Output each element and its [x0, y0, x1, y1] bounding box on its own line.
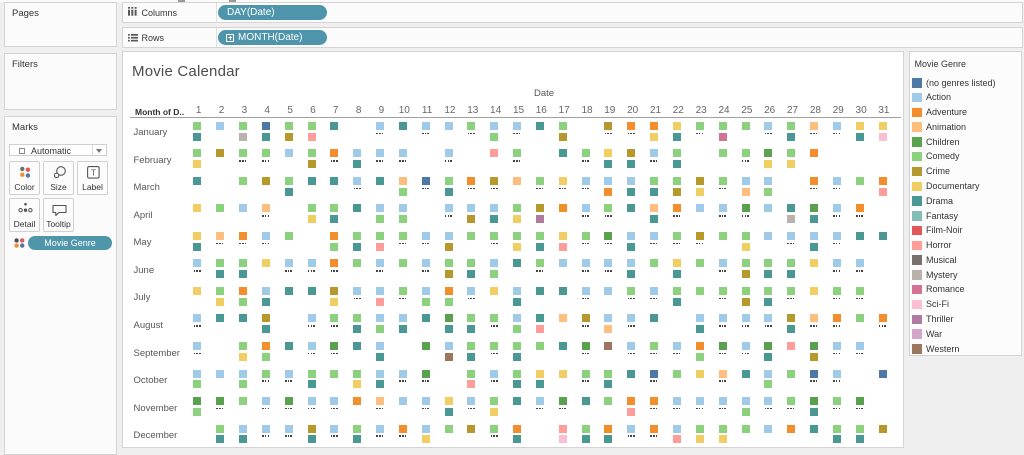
svg-text:T: T	[91, 168, 96, 178]
